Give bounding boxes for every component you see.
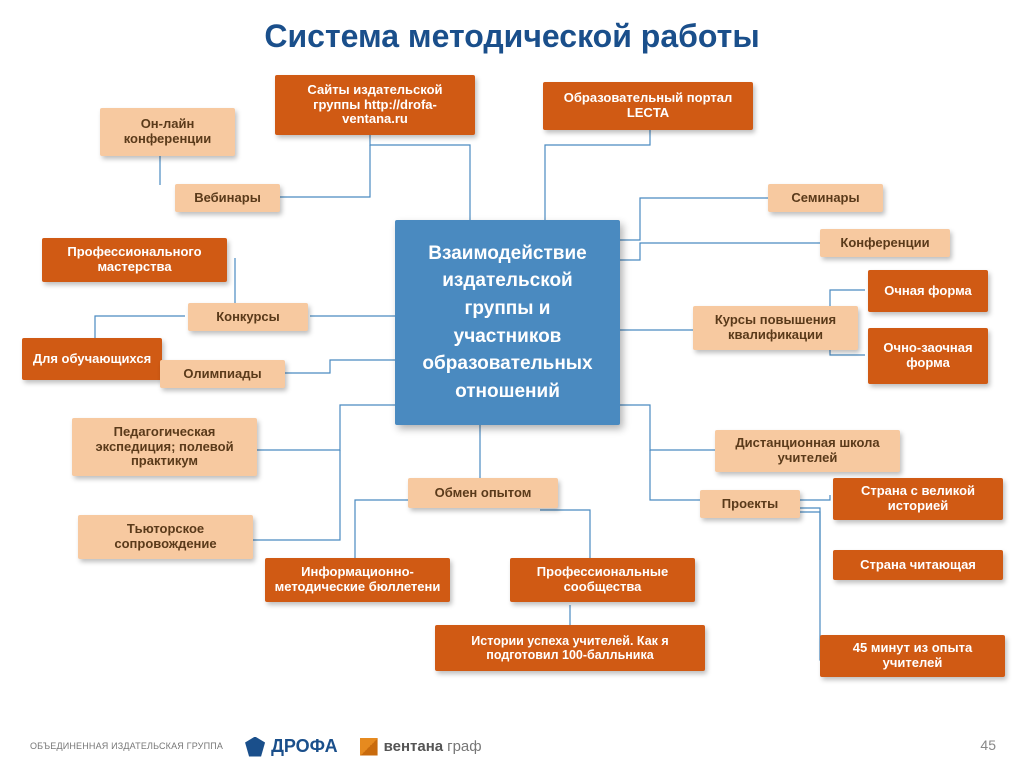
node-conferences: Конференции <box>820 229 950 257</box>
node-face: Очная форма <box>868 270 988 312</box>
node-45min: 45 минут из опыта учителей <box>820 635 1005 677</box>
node-great-history: Страна с великой историей <box>833 478 1003 520</box>
node-bulletins: Информационно-методические бюллетени <box>265 558 450 602</box>
node-prof-skill: Профессионального мастерства <box>42 238 227 282</box>
footer-group-label: ОБЪЕДИНЕННАЯ ИЗДАТЕЛЬСКАЯ ГРУППА <box>30 742 223 751</box>
node-reading-country: Страна читающая <box>833 550 1003 580</box>
node-lecta: Образовательный портал LECTA <box>543 82 753 130</box>
drofa-text: ДРОФА <box>271 736 338 757</box>
page-number: 45 <box>980 737 996 753</box>
logo-ventana: вентанаграф <box>360 738 482 756</box>
node-face-dist: Очно-заочная форма <box>868 328 988 384</box>
node-projects: Проекты <box>700 490 800 518</box>
ventana-icon <box>360 738 378 756</box>
node-exchange: Обмен опытом <box>408 478 558 508</box>
node-remote-school: Дистанционная школа учителей <box>715 430 900 472</box>
node-contests: Конкурсы <box>188 303 308 331</box>
drofa-icon <box>245 737 265 757</box>
node-expedition: Педагогическая экспедиция; полевой практ… <box>72 418 257 476</box>
node-sites: Сайты издательской группы http://drofa-v… <box>275 75 475 135</box>
node-seminars: Семинары <box>768 184 883 212</box>
node-communities: Профессиональные сообщества <box>510 558 695 602</box>
central-node: Взаимодействие издательской группы и уча… <box>395 220 620 425</box>
footer: ОБЪЕДИНЕННАЯ ИЗДАТЕЛЬСКАЯ ГРУППА ДРОФА в… <box>30 736 482 757</box>
node-webinars: Вебинары <box>175 184 280 212</box>
page-title: Система методической работы <box>0 18 1024 55</box>
ventana-text: вентанаграф <box>384 738 482 755</box>
node-success: Истории успеха учителей. Как я подготови… <box>435 625 705 671</box>
node-for-students: Для обучающихся <box>22 338 162 380</box>
logo-drofa: ДРОФА <box>245 736 338 757</box>
node-olympiads: Олимпиады <box>160 360 285 388</box>
node-tutor: Тьюторское сопровождение <box>78 515 253 559</box>
node-online-conf: Он-лайн конференции <box>100 108 235 156</box>
node-courses: Курсы повышения квалификации <box>693 306 858 350</box>
